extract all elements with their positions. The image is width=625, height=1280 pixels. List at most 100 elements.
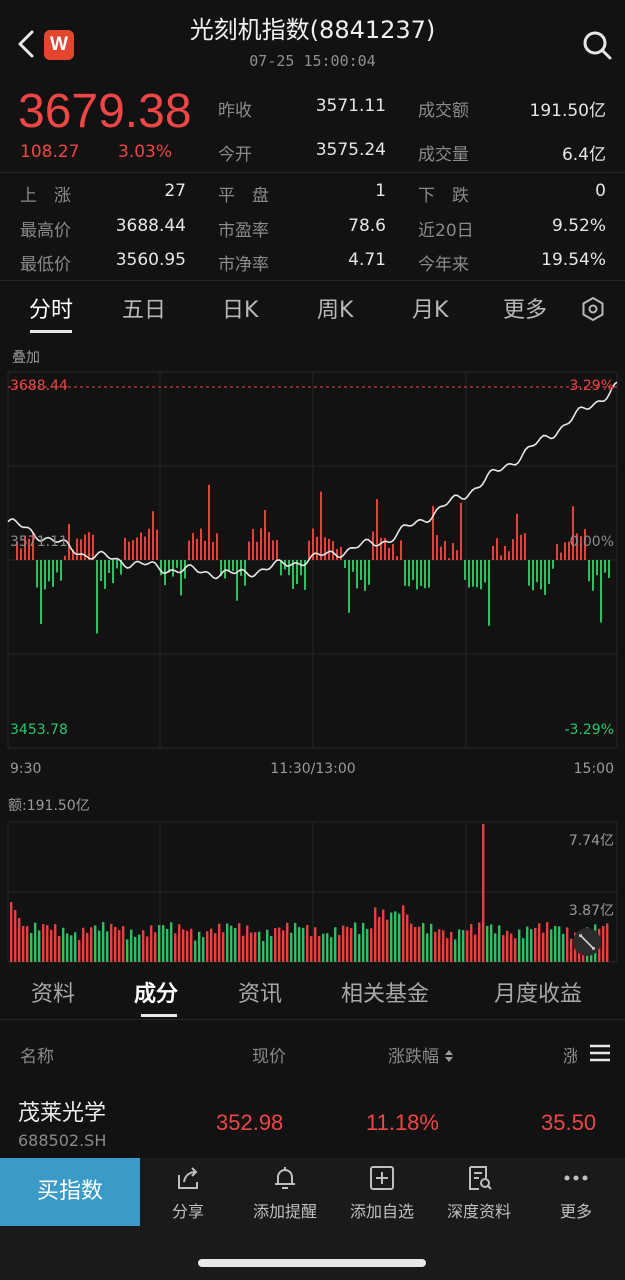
tab-monthly-returns[interactable]: 月度收益 [494, 982, 583, 1007]
tab-weekly-k[interactable]: 周K [317, 298, 354, 323]
tab-more[interactable]: 更多 [503, 298, 548, 323]
flow-bar [232, 560, 234, 572]
flow-bar [536, 560, 538, 583]
tab-daily-k[interactable]: 日K [222, 298, 259, 323]
volume-bar [22, 926, 25, 962]
volume-bar [198, 931, 201, 962]
flow-bar [564, 542, 566, 560]
volume-bar [358, 934, 361, 962]
volume-bar [446, 938, 449, 962]
volume-bar [306, 924, 309, 962]
volume-max-label: 7.74亿 [569, 833, 614, 849]
flow-bar [580, 536, 582, 560]
tab-news[interactable]: 资讯 [238, 982, 283, 1007]
flow-bar [528, 560, 530, 586]
volume-bar [118, 930, 121, 962]
add-alert-button[interactable]: 添加提醒 [235, 1162, 335, 1222]
flow-bar [476, 560, 478, 588]
search-icon[interactable] [580, 28, 614, 62]
volume-bar [58, 935, 61, 962]
volume-bar [470, 923, 473, 962]
tab-profile[interactable]: 资料 [31, 982, 76, 1007]
brand-logo-badge: W [44, 30, 74, 60]
active-tab-indicator [30, 330, 72, 333]
flow-bar [172, 560, 174, 577]
volume-bar [90, 927, 93, 962]
flow-bar [340, 546, 342, 560]
bell-icon [275, 1167, 295, 1189]
tab-constituents[interactable]: 成分 [134, 982, 179, 1007]
flow-bar [520, 534, 522, 560]
tab-monthly-k[interactable]: 月K [412, 298, 449, 323]
flow-bar [480, 560, 482, 590]
volume-bar [478, 922, 481, 962]
volume-bar [26, 926, 29, 962]
flow-bar [456, 550, 458, 560]
volume-bar [230, 925, 233, 962]
volume-bar [602, 926, 605, 962]
buy-index-button[interactable]: 买指数 [0, 1158, 140, 1226]
flow-bar [156, 529, 158, 560]
flow-bar [120, 560, 122, 575]
add-alert-label: 添加提醒 [252, 1202, 317, 1221]
volume-bar [414, 927, 417, 962]
volume-bar [110, 923, 113, 962]
flow-bar [436, 535, 438, 560]
add-watchlist-button[interactable]: 添加自选 [332, 1162, 432, 1222]
price-line [7, 381, 618, 580]
stock-code: 688502.SH [18, 1131, 107, 1150]
tab-five-day[interactable]: 五日 [122, 298, 167, 323]
settings-icon[interactable] [580, 296, 606, 322]
flow-bar [48, 560, 50, 582]
volume-bar [214, 933, 217, 962]
flow-bar [556, 544, 558, 560]
volume-bar [510, 933, 513, 962]
column-header-change[interactable]: 涨 [563, 1047, 577, 1067]
volume-bar [178, 924, 181, 962]
column-header-name: 名称 [20, 1047, 54, 1067]
volume-bar [34, 922, 37, 962]
volume-bar [322, 933, 325, 962]
volume-bar [374, 907, 377, 962]
volume-bar [82, 927, 85, 962]
volume-bar [366, 929, 369, 962]
more-button[interactable]: 更多 [526, 1162, 625, 1222]
divider [0, 172, 625, 173]
column-header-change-pct[interactable]: 涨跌幅 [388, 1042, 454, 1067]
divider [0, 280, 625, 281]
column-settings-icon[interactable] [588, 1043, 612, 1063]
volume-bar [282, 930, 285, 962]
flow-bar [300, 560, 302, 576]
flow-bar [144, 536, 146, 560]
flow-bar [572, 506, 574, 560]
back-arrow-icon[interactable] [12, 26, 40, 62]
tab-intraday[interactable]: 分时 [29, 298, 74, 323]
flow-bar [108, 560, 110, 574]
tab-related-funds[interactable]: 相关基金 [341, 982, 430, 1007]
volume-bar [550, 929, 553, 962]
volume-bar [54, 924, 57, 962]
flow-bar [268, 532, 270, 560]
overlay-button[interactable]: 叠加 [12, 350, 40, 366]
volume-bar [514, 938, 517, 962]
volume-bar [10, 902, 13, 962]
volume-bar [158, 925, 161, 962]
intraday-chart[interactable]: 3688.44 3.29% 3571.11 0.00% 3453.78 -3.2… [0, 370, 625, 780]
volume-bar [422, 923, 425, 962]
volume-bar [438, 929, 441, 962]
flow-bar [524, 533, 526, 560]
flow-bar [364, 560, 366, 591]
volume-bar [142, 930, 145, 962]
volume-bar [258, 931, 261, 962]
expand-icon[interactable] [573, 928, 601, 956]
in-depth-data-button[interactable]: 深度资料 [429, 1162, 529, 1222]
flow-bar [576, 533, 578, 560]
volume-bar [314, 927, 317, 962]
column-header-price[interactable]: 现价 [252, 1047, 286, 1067]
flow-bar [352, 560, 354, 572]
flow-bar [28, 538, 30, 560]
flow-bar [432, 505, 434, 560]
share-button[interactable]: 分享 [138, 1162, 238, 1222]
volume-bar [350, 928, 353, 962]
volume-chart[interactable]: 7.74亿 3.87亿 [0, 820, 625, 965]
